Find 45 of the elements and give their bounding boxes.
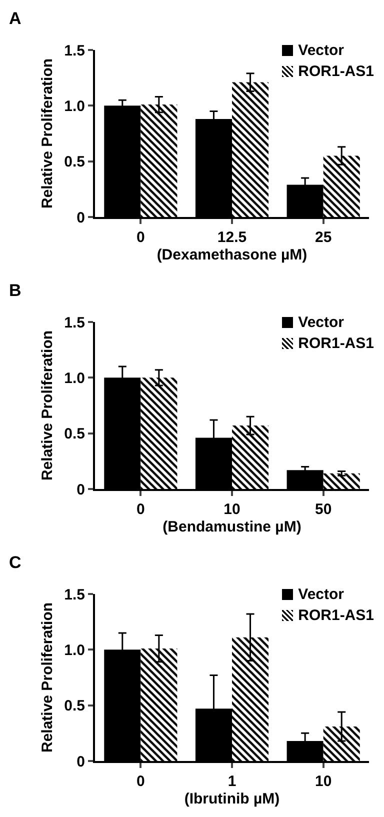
text: C <box>9 553 22 572</box>
x-tick-label: 10 <box>224 501 240 518</box>
text: A <box>9 9 22 28</box>
y-tick-label: 1.5 <box>64 42 85 60</box>
y-tick-label: 0 <box>76 209 85 226</box>
legend-label: Vector <box>298 42 344 59</box>
x-tick-label: 1 <box>228 773 236 790</box>
bar <box>232 82 269 217</box>
bar <box>140 648 178 761</box>
y-tick-label: 1.0 <box>64 642 85 659</box>
y-tick-label: 0.5 <box>64 154 85 171</box>
y-tick-label: 1.0 <box>64 370 85 387</box>
legend-label: ROR1-AS1 <box>298 335 374 352</box>
y-axis-title: Relative Proliferation <box>38 330 56 481</box>
x-tick-label: 50 <box>314 501 332 518</box>
y-tick-label: 0 <box>76 753 85 770</box>
bar <box>140 104 178 217</box>
bar <box>323 726 360 761</box>
x-tick-label: 10 <box>314 773 332 790</box>
bar <box>232 426 269 489</box>
legend-label: Vector <box>298 586 344 603</box>
x-tick-label: 25 <box>314 229 332 246</box>
y-tick-label: 0 <box>76 481 85 498</box>
y-tick-label: 0.5 <box>64 426 85 443</box>
legend-label: ROR1-AS1 <box>298 63 374 80</box>
legend-label: Vector <box>298 314 344 331</box>
x-tick-label: 0 <box>136 501 145 518</box>
y-tick-label: 1.5 <box>64 586 85 604</box>
x-axis-title: (Dexamethasone µM) <box>156 246 308 264</box>
bar <box>140 378 178 489</box>
x-axis-title: (Bendamustine µM) <box>162 518 302 536</box>
bar <box>232 637 269 761</box>
bar <box>323 473 360 489</box>
y-tick-label: 0.5 <box>64 698 85 715</box>
y-tick-label: 1.5 <box>64 314 85 332</box>
y-axis-title: Relative Proliferation <box>38 602 56 753</box>
x-tick-label: 0 <box>136 229 145 246</box>
y-axis-title: Relative Proliferation <box>38 58 56 209</box>
text: B <box>9 281 22 300</box>
legend-label: ROR1-AS1 <box>298 607 374 624</box>
x-tick-label: 0 <box>136 773 145 790</box>
x-axis-title: (Ibrutinib µM) <box>184 790 280 808</box>
bar <box>323 156 360 217</box>
y-tick-label: 1.0 <box>64 98 85 115</box>
x-tick-label: 12.5 <box>217 229 247 246</box>
